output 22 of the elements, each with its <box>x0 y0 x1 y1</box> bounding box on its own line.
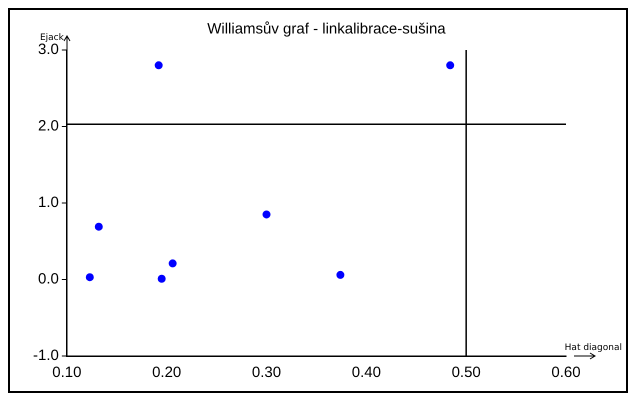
x-tick-label: 0.40 <box>352 364 381 382</box>
y-tick-label: 0.0 <box>38 270 59 288</box>
point <box>158 274 166 283</box>
x-tick-label: 0.60 <box>551 364 581 382</box>
x-tick-label: 0.10 <box>52 364 82 382</box>
chart-title: Williamsův graf - linkalibrace-sušina <box>207 20 446 38</box>
y-axis-title: Ejack <box>40 32 65 43</box>
y-tick-label: 3.0 <box>38 41 59 58</box>
point <box>262 210 271 218</box>
point <box>86 273 94 282</box>
y-tick-label: 1.0 <box>38 194 59 212</box>
y-tick-label: 2.0 <box>38 118 59 135</box>
x-tick-label: 0.30 <box>252 364 282 382</box>
point <box>154 61 163 70</box>
point <box>446 61 454 70</box>
point <box>336 270 344 279</box>
point <box>94 222 103 231</box>
x-axis-title: Hat diagonal <box>564 342 622 353</box>
x-tick-label: 0.20 <box>152 364 182 382</box>
x-tick-label: 0.50 <box>452 364 481 382</box>
point <box>168 259 177 268</box>
y-tick-label: -1.0 <box>32 347 59 364</box>
